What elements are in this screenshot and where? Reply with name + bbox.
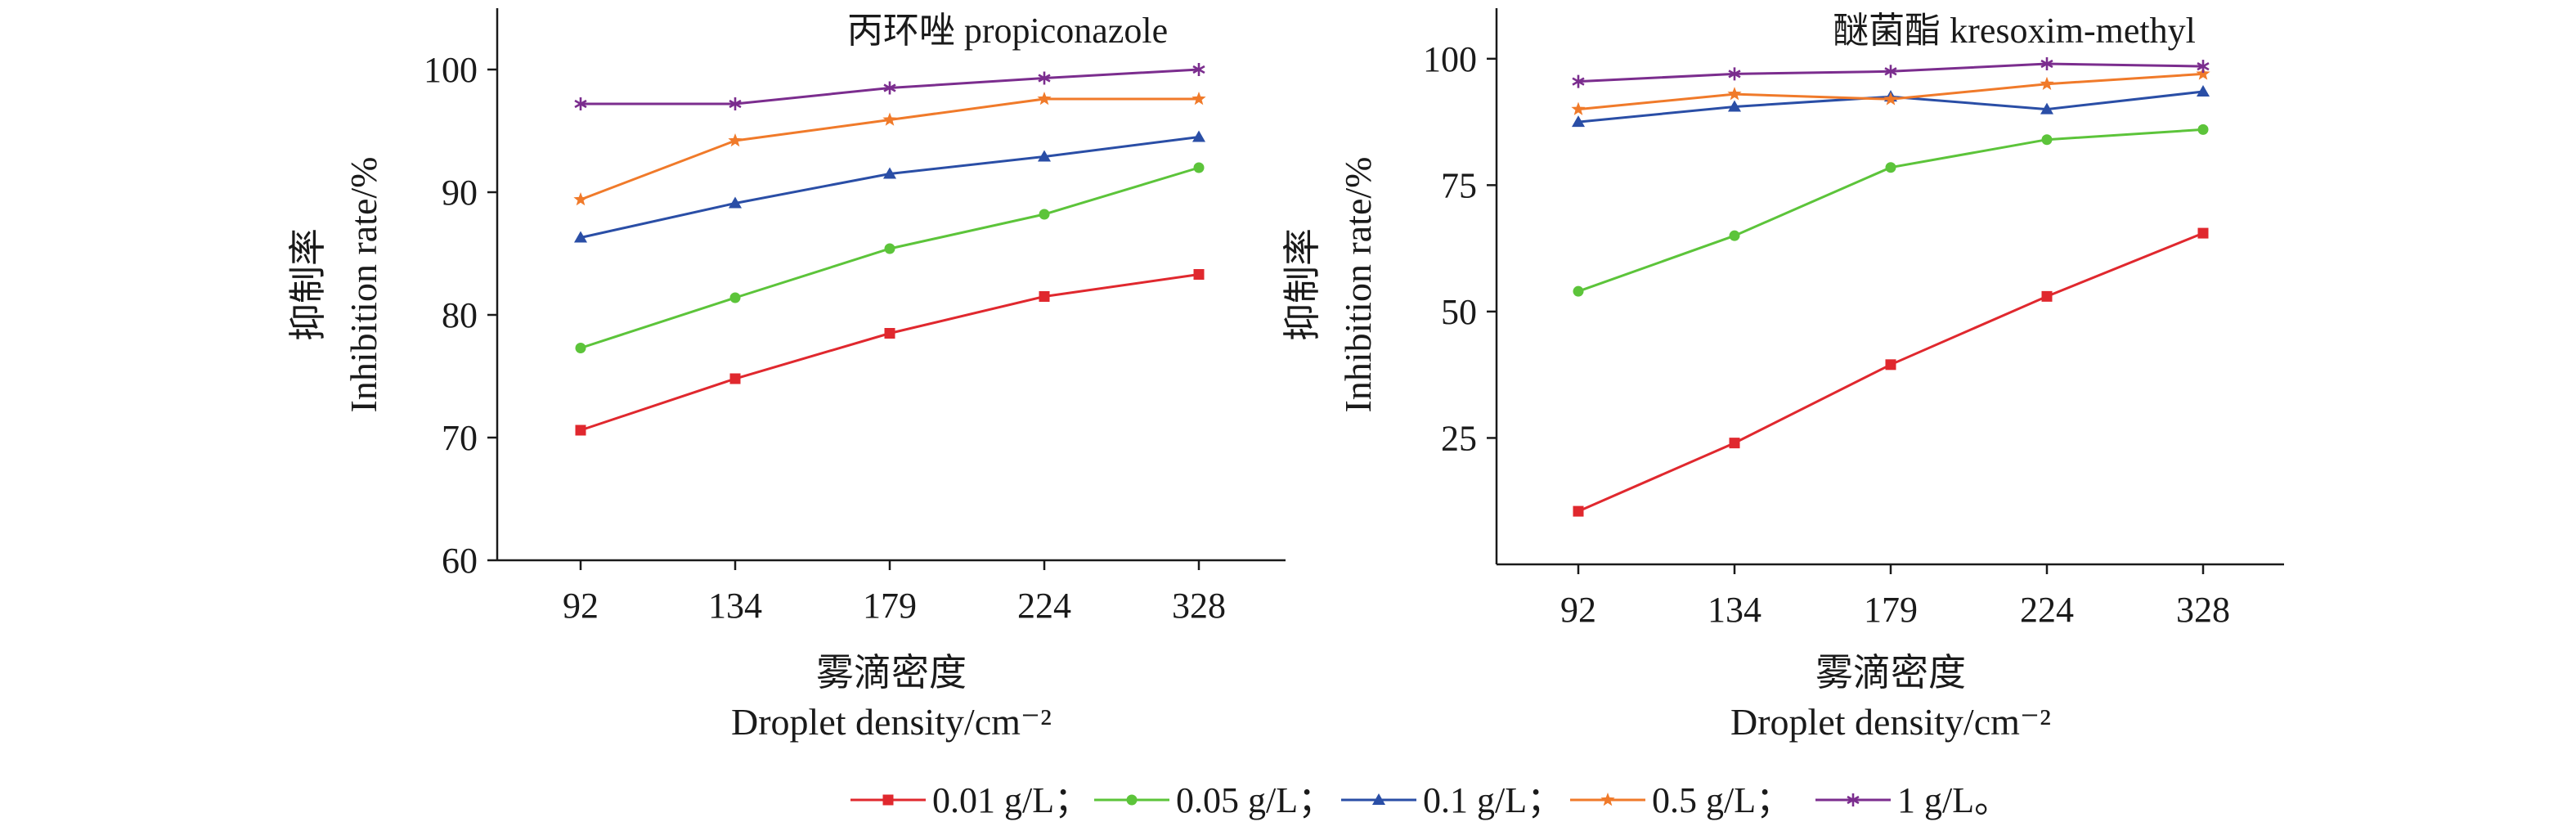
x-axis-title-cn: 雾滴密度	[816, 652, 967, 694]
data-point	[2197, 60, 2210, 74]
legend-label-5: 1 g/L。	[1897, 780, 2010, 820]
data-point	[1727, 87, 1742, 101]
data-point	[884, 328, 895, 339]
data-point	[1192, 63, 1205, 76]
series-line-3	[580, 136, 1200, 239]
legend-label-3: 0.1 g/L；	[1423, 780, 1563, 820]
data-point	[729, 196, 742, 209]
x-axis-title: Droplet density/cm⁻²	[731, 701, 1052, 743]
data-point	[574, 97, 587, 110]
series-line-1	[1577, 231, 2204, 513]
data-point	[1038, 71, 1051, 85]
y-tick-label: 80	[442, 295, 478, 335]
data-point	[574, 231, 587, 243]
y-tick-label: 25	[1441, 418, 1477, 458]
data-point	[1192, 130, 1205, 142]
data-point	[883, 81, 896, 95]
y-axis-title-cn: 抑制率	[1281, 228, 1323, 341]
y-tick-label: 75	[1441, 165, 1477, 205]
data-point	[1573, 285, 1584, 297]
y-tick-label: 50	[1441, 292, 1477, 332]
data-point	[883, 167, 896, 179]
y-axis-title: Inhibition rate/%	[1337, 157, 1379, 413]
data-point	[1193, 162, 1205, 173]
data-point	[1728, 67, 1741, 81]
data-point	[2040, 57, 2053, 70]
x-tick-label: 224	[1017, 586, 1071, 626]
legend-label-1: 0.01 g/L；	[932, 780, 1090, 820]
x-tick-label: 134	[708, 586, 762, 626]
data-point	[2041, 134, 2053, 146]
data-point	[1037, 92, 1052, 106]
chart-kresoxim-methyl: 25 50 75 100 92 134 179 224 328 醚菌酯 kresoxim-meth…	[1281, 8, 2284, 743]
data-point	[2196, 66, 2210, 80]
legend-label-4: 0.5 g/L；	[1652, 780, 1792, 820]
data-point	[1038, 150, 1051, 162]
data-point	[1192, 92, 1206, 106]
data-point	[1729, 438, 1740, 449]
data-point	[1729, 230, 1740, 241]
data-point	[882, 112, 897, 126]
data-point	[2197, 227, 2209, 239]
y-tick-label: 100	[1423, 39, 1477, 79]
y-tick-label: 100	[424, 50, 478, 90]
legend-marker-1	[882, 794, 894, 806]
legend-marker-3	[1372, 793, 1385, 805]
x-tick-label: 328	[2176, 590, 2230, 630]
x-tick-label: 224	[2020, 590, 2074, 630]
data-point	[1039, 291, 1050, 302]
series-line-2	[580, 166, 1200, 349]
data-point	[1572, 115, 1585, 128]
series-line-2	[1577, 128, 2204, 293]
data-point	[729, 292, 741, 303]
data-point	[1572, 74, 1585, 88]
legend-marker-5	[1847, 793, 1860, 806]
x-axis-title: Droplet density/cm⁻²	[1730, 701, 2051, 743]
chart-title: 醚菌酯 kresoxim-methyl	[1833, 11, 2196, 51]
data-point	[729, 373, 741, 384]
legend-marker-4	[1600, 793, 1615, 806]
data-point	[1885, 359, 1896, 371]
y-axis-title: Inhibition rate/%	[343, 157, 384, 413]
data-point	[575, 424, 586, 436]
x-tick-label: 179	[863, 586, 917, 626]
y-tick-label: 90	[442, 173, 478, 213]
data-point	[2040, 102, 2053, 115]
data-point	[2041, 290, 2053, 302]
data-point	[1728, 100, 1741, 112]
x-tick-label: 328	[1172, 586, 1226, 626]
x-tick-label: 179	[1864, 590, 1918, 630]
chart-title: 丙环唑 propiconazole	[847, 11, 1168, 51]
data-point	[1883, 92, 1898, 106]
legend: 0.01 g/L； 0.05 g/L； 0.1 g/L； 0.5 g/L； 1 g/L。	[850, 780, 2010, 820]
data-point	[1884, 65, 1897, 79]
legend-marker-2	[1126, 794, 1138, 806]
data-point	[1193, 269, 1205, 280]
data-point	[2197, 124, 2209, 135]
data-point	[1573, 505, 1584, 517]
data-point	[1885, 162, 1896, 173]
x-tick-label: 92	[563, 586, 599, 626]
data-point	[884, 243, 895, 254]
data-point	[1039, 209, 1050, 220]
series-line-1	[580, 273, 1200, 432]
data-point	[575, 343, 586, 353]
x-axis-title-cn: 雾滴密度	[1815, 652, 1966, 694]
data-point	[728, 133, 743, 147]
x-tick-label: 92	[1560, 590, 1596, 630]
data-point	[2040, 76, 2054, 90]
chart-propiconazole: 60 70 80 90 100 92 134 179 224 328 丙环唑 propiconazo…	[287, 8, 1286, 743]
y-tick-label: 70	[442, 418, 478, 458]
data-point	[573, 192, 588, 206]
data-point	[1571, 101, 1586, 115]
x-tick-label: 134	[1708, 590, 1761, 630]
data-point	[2197, 85, 2210, 97]
data-point	[729, 97, 742, 110]
y-axis-title-cn: 抑制率	[287, 228, 329, 341]
y-tick-label: 60	[442, 541, 478, 581]
legend-label-2: 0.05 g/L；	[1176, 780, 1334, 820]
